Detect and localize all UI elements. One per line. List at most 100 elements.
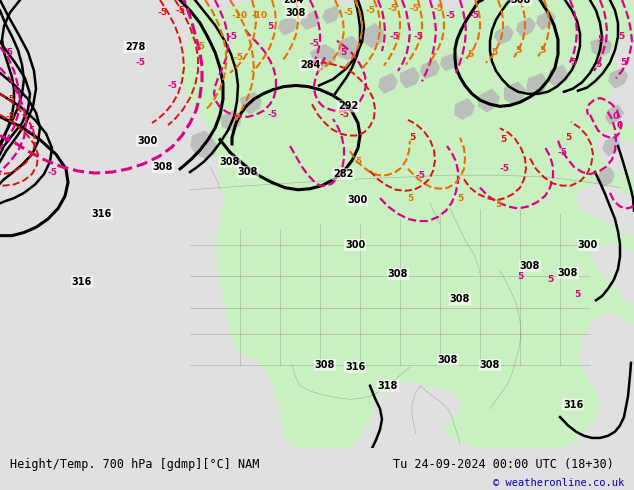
Text: 278: 278 <box>125 42 145 52</box>
Text: 316: 316 <box>72 276 92 287</box>
Text: -5: -5 <box>5 112 15 122</box>
Text: 308: 308 <box>511 0 531 5</box>
Polygon shape <box>444 0 540 81</box>
Polygon shape <box>420 59 440 79</box>
Text: Tu 24-09-2024 00:00 UTC (18+30): Tu 24-09-2024 00:00 UTC (18+30) <box>393 458 614 471</box>
Polygon shape <box>322 5 340 24</box>
Polygon shape <box>338 35 360 60</box>
Text: 5: 5 <box>515 46 521 54</box>
Polygon shape <box>494 25 514 45</box>
Text: 5: 5 <box>457 194 463 202</box>
Text: -5: -5 <box>227 32 237 41</box>
Polygon shape <box>240 92 262 115</box>
Text: -5: -5 <box>195 43 205 51</box>
Text: -5: -5 <box>5 95 15 103</box>
Polygon shape <box>605 104 624 125</box>
Polygon shape <box>190 130 218 158</box>
Text: 316: 316 <box>563 399 583 410</box>
Text: -5: -5 <box>340 110 350 119</box>
Text: 300: 300 <box>347 195 367 205</box>
Text: 0: 0 <box>617 121 623 130</box>
Polygon shape <box>300 10 320 30</box>
Text: 308: 308 <box>558 268 578 278</box>
Text: 5: 5 <box>355 157 361 166</box>
Text: -5: -5 <box>410 4 420 13</box>
Text: Height/Temp. 700 hPa [gdmp][°C] NAM: Height/Temp. 700 hPa [gdmp][°C] NAM <box>10 458 259 471</box>
Polygon shape <box>454 98 475 120</box>
Text: 5: 5 <box>267 22 273 30</box>
Polygon shape <box>378 73 398 94</box>
Text: -5: -5 <box>135 58 145 67</box>
Text: -5: -5 <box>25 126 35 135</box>
Text: 5: 5 <box>467 49 473 59</box>
Text: -5: -5 <box>167 81 177 90</box>
Text: -5: -5 <box>3 48 13 57</box>
Text: 5: 5 <box>517 272 523 281</box>
Text: 308: 308 <box>315 360 335 370</box>
Polygon shape <box>220 109 242 131</box>
Text: 316: 316 <box>345 362 365 372</box>
Polygon shape <box>478 89 500 113</box>
Text: 5: 5 <box>620 58 626 67</box>
Text: 292: 292 <box>338 101 358 111</box>
Text: -5: -5 <box>267 110 277 119</box>
Polygon shape <box>504 81 526 105</box>
Text: 5: 5 <box>574 290 580 298</box>
Text: 308: 308 <box>438 355 458 365</box>
Text: 308: 308 <box>238 167 258 177</box>
Text: -5: -5 <box>558 147 568 157</box>
Text: 308: 308 <box>450 294 470 304</box>
Polygon shape <box>596 167 615 188</box>
Text: 0: 0 <box>613 112 619 122</box>
Polygon shape <box>310 44 336 68</box>
Text: 308: 308 <box>153 162 173 172</box>
Text: -5: -5 <box>365 6 375 15</box>
Text: -5: -5 <box>470 11 480 20</box>
Polygon shape <box>180 0 634 448</box>
Text: 300: 300 <box>578 240 598 250</box>
Text: 5: 5 <box>409 133 415 142</box>
Polygon shape <box>548 65 568 87</box>
Text: -5: -5 <box>415 171 425 180</box>
Polygon shape <box>560 0 596 40</box>
Text: -5: -5 <box>387 4 397 13</box>
Text: -5: -5 <box>499 165 509 173</box>
Text: 5: 5 <box>570 58 576 67</box>
Text: -5: -5 <box>233 53 243 62</box>
Text: -5: -5 <box>433 4 443 13</box>
Text: 318: 318 <box>378 381 398 391</box>
Text: -5: -5 <box>175 6 185 15</box>
Text: 308: 308 <box>480 360 500 370</box>
Polygon shape <box>590 36 612 57</box>
Text: 284: 284 <box>283 0 303 5</box>
Polygon shape <box>608 68 628 89</box>
Text: 282: 282 <box>333 169 353 179</box>
Text: -10: -10 <box>252 11 268 20</box>
Text: -5: -5 <box>413 32 423 41</box>
Text: 308: 308 <box>220 157 240 167</box>
Text: -5: -5 <box>157 8 167 17</box>
Text: 5: 5 <box>539 46 545 54</box>
Polygon shape <box>602 136 620 156</box>
Text: 5: 5 <box>547 275 553 284</box>
Text: © weatheronline.co.uk: © weatheronline.co.uk <box>493 477 624 488</box>
Text: -5: -5 <box>310 39 320 49</box>
Text: 5: 5 <box>495 200 501 209</box>
Text: 308: 308 <box>286 7 306 18</box>
Text: 308: 308 <box>520 261 540 271</box>
Text: 300: 300 <box>345 240 365 250</box>
Text: 5: 5 <box>597 35 603 44</box>
Text: 5: 5 <box>500 135 506 144</box>
Text: 5: 5 <box>595 60 601 69</box>
Polygon shape <box>278 16 298 35</box>
Polygon shape <box>526 73 548 97</box>
Polygon shape <box>516 17 536 38</box>
Text: 284: 284 <box>300 60 320 70</box>
Text: -10: -10 <box>232 11 248 20</box>
Text: -5: -5 <box>343 8 353 17</box>
Text: 5: 5 <box>491 48 497 57</box>
Text: 316: 316 <box>92 209 112 219</box>
Polygon shape <box>362 23 384 48</box>
Polygon shape <box>536 10 556 30</box>
Text: -5: -5 <box>47 168 57 176</box>
